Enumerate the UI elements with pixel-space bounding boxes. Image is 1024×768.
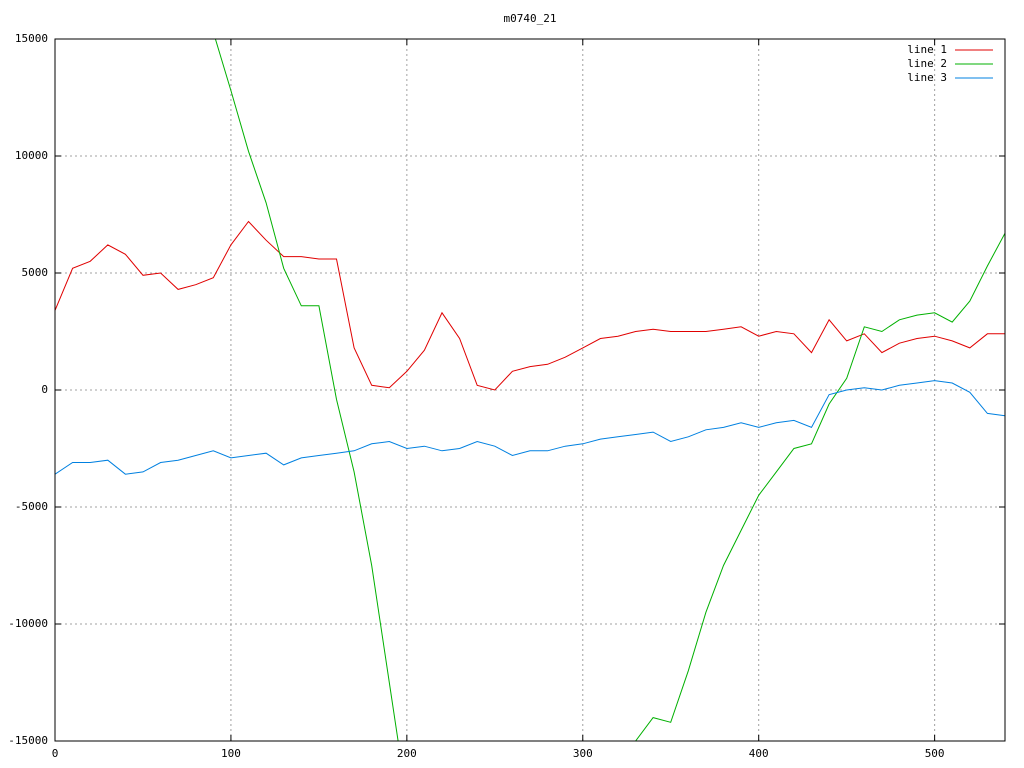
y-tick-label: 15000: [15, 32, 48, 45]
y-tick-label: -5000: [15, 500, 48, 513]
legend-label: line 3: [907, 71, 947, 84]
y-tick-label: 0: [41, 383, 48, 396]
chart-title: m0740_21: [504, 12, 557, 25]
x-tick-label: 100: [221, 747, 241, 760]
x-tick-label: 500: [925, 747, 945, 760]
data-line: [55, 220, 1005, 391]
legend-label: line 1: [907, 43, 947, 56]
legend-label: line 2: [907, 57, 947, 70]
x-tick-label: 200: [397, 747, 417, 760]
x-tick-label: 400: [749, 747, 769, 760]
data-line: [214, 39, 1005, 741]
y-tick-label: 5000: [22, 266, 49, 279]
x-tick-label: 300: [573, 747, 593, 760]
y-tick-label: -15000: [8, 734, 48, 747]
y-tick-label: -10000: [8, 617, 48, 630]
data-line: [55, 380, 1005, 475]
x-tick-label: 0: [52, 747, 59, 760]
y-tick-label: 10000: [15, 149, 48, 162]
